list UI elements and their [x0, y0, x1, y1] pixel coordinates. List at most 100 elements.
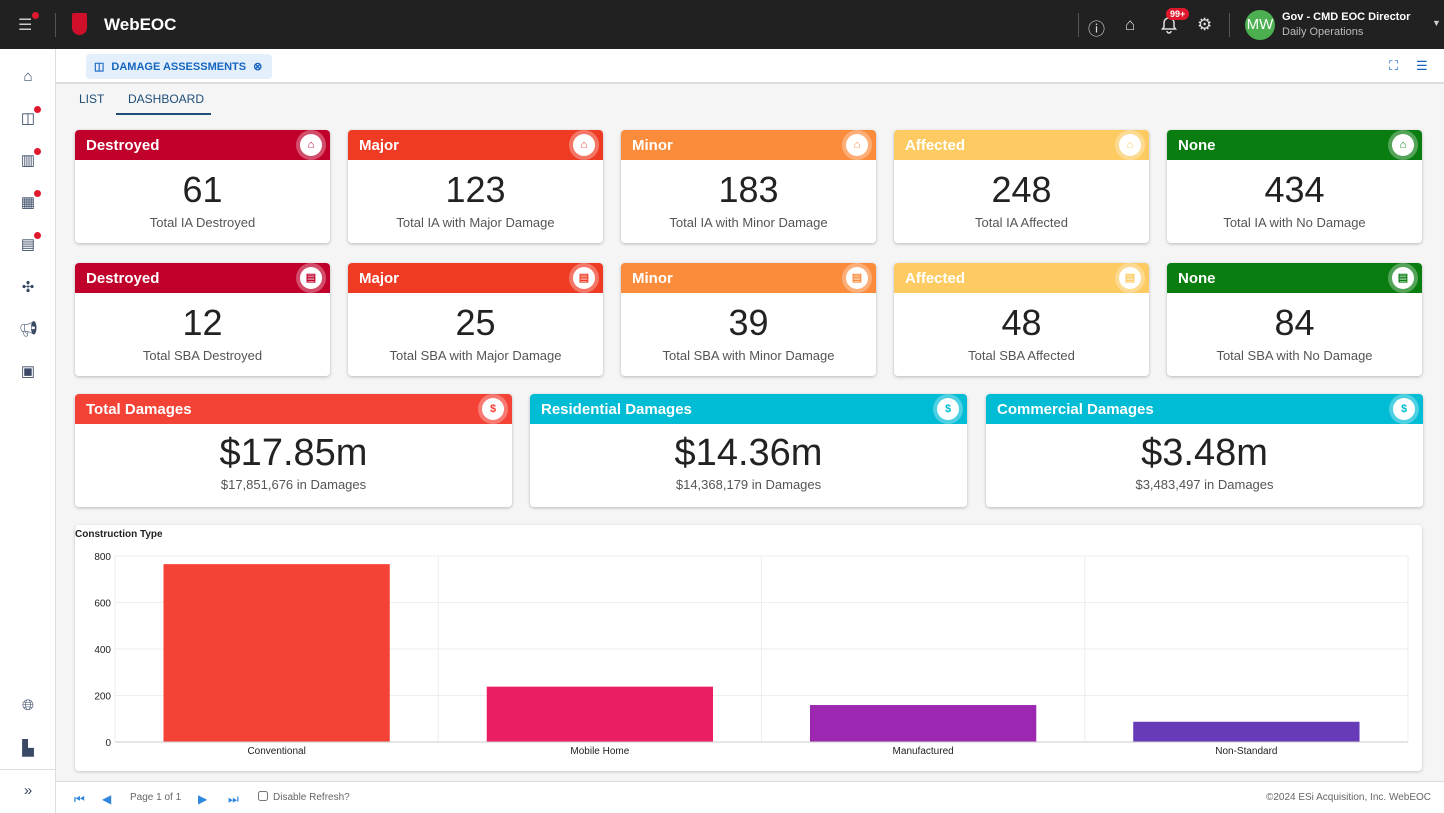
- card-header: Destroyed ▤: [75, 263, 330, 293]
- card-header: Residential Damages $: [530, 394, 967, 424]
- chevron-down-icon[interactable]: ▼: [1432, 18, 1441, 28]
- card-title: Commercial Damages: [997, 401, 1154, 418]
- x-tick-label: Conventional: [247, 746, 305, 757]
- card-value: 39: [728, 302, 769, 343]
- construction-type-chart: Construction Type 0 200 400 600 800 Conventio…: [75, 525, 1422, 771]
- house-icon: ⌂: [846, 134, 868, 156]
- bar-non-standard: [1133, 721, 1360, 742]
- card-label: Total SBA with No Damage: [1216, 348, 1373, 363]
- home-icon[interactable]: ⌂: [23, 68, 33, 85]
- sidebar: ⌂ ◫ ▥ ▦ ▤ ✣ 📢︎ ▣ 🌐︎ ▙ »: [0, 49, 56, 813]
- help-icon[interactable]: ⓘ: [1088, 20, 1105, 39]
- card-header: Major ▤: [348, 263, 603, 293]
- card-label: Total SBA Destroyed: [142, 348, 263, 363]
- boards-icon[interactable]: ◫: [20, 110, 36, 127]
- card-header: Affected ▤: [894, 263, 1149, 293]
- reports-icon[interactable]: ▙: [22, 740, 34, 757]
- view-tabs: LIST DASHBOARD: [56, 84, 1444, 116]
- card-header: Major ⌂: [348, 130, 603, 160]
- sba-card-minor: Minor ▤ 39 Total SBA with Minor Damage: [621, 263, 876, 376]
- dashboard-icon[interactable]: ▦: [20, 194, 36, 211]
- card-value: 61: [182, 169, 223, 210]
- plugins-icon[interactable]: ✣: [21, 279, 35, 296]
- card-value: 123: [445, 169, 506, 210]
- first-page-button[interactable]: ⏮: [74, 792, 85, 806]
- board-icon: ◫: [94, 61, 105, 73]
- footer: ⏮ ◀ Page 1 of 1 ▶ ⏭ Disable Refresh? ©20…: [56, 781, 1444, 813]
- storefront-icon: ▤: [846, 267, 868, 289]
- home-settings-icon[interactable]: ⌂: [1125, 15, 1136, 34]
- card-label: $3,483,497 in Damages: [1135, 477, 1274, 492]
- damage-card-commercial-damages: Commercial Damages $ $3.48m $3,483,497 in…: [986, 394, 1423, 507]
- card-label: Total SBA with Major Damage: [389, 348, 562, 363]
- chart-title: Construction Type: [75, 529, 163, 540]
- next-page-button[interactable]: ▶: [198, 792, 208, 806]
- open-tabs-bar: ◫ DAMAGE ASSESSMENTS ⊗ ⛶ ☰: [56, 49, 1444, 84]
- storefront-icon: ▤: [300, 267, 322, 289]
- card-header: Commercial Damages $: [986, 394, 1423, 424]
- card-header: None ▤: [1167, 263, 1422, 293]
- card-value: 25: [455, 302, 496, 343]
- prev-page-button[interactable]: ◀: [102, 792, 112, 806]
- avatar[interactable]: MW: [1245, 10, 1275, 40]
- house-icon: ⌂: [573, 134, 595, 156]
- card-title: Minor: [632, 137, 673, 154]
- page-indicator: Page 1 of 1: [130, 792, 182, 803]
- sba-card-major: Major ▤ 25 Total SBA with Major Damage: [348, 263, 603, 376]
- tab-damage-assessments[interactable]: ◫ DAMAGE ASSESSMENTS ⊗: [86, 54, 273, 79]
- expand-sidebar-icon[interactable]: »: [23, 782, 33, 799]
- menu-collapse-icon[interactable]: ☰: [18, 17, 33, 34]
- storefront-icon: ▤: [1119, 267, 1141, 289]
- last-page-button[interactable]: ⏭: [228, 792, 239, 806]
- house-icon: ⌂: [300, 134, 322, 156]
- card-label: Total IA with No Damage: [1223, 215, 1366, 230]
- disable-refresh-checkbox[interactable]: [258, 791, 268, 801]
- tab-dashboard[interactable]: DASHBOARD: [128, 92, 205, 106]
- ia-card-major: Major ⌂ 123 Total IA with Major Damage: [348, 130, 603, 243]
- card-header: Minor ▤: [621, 263, 876, 293]
- x-tick-label: Manufactured: [893, 746, 954, 757]
- sba-card-destroyed: Destroyed ▤ 12 Total SBA Destroyed: [75, 263, 330, 376]
- card-title: Destroyed: [86, 270, 160, 287]
- copyright: ©2024 ESi Acquisition, Inc. WebEOC: [1265, 792, 1431, 803]
- card-label: Total SBA Affected: [968, 348, 1075, 363]
- tab-list[interactable]: LIST: [79, 92, 105, 106]
- dollar-icon: $: [1393, 398, 1415, 420]
- announcements-icon[interactable]: 📢︎: [19, 321, 39, 338]
- card-value: 12: [182, 302, 223, 343]
- card-value: 434: [1264, 169, 1325, 210]
- sba-card-affected: Affected ▤ 48 Total SBA Affected: [894, 263, 1149, 376]
- card-header: Total Damages $: [75, 394, 512, 424]
- disable-refresh-label: Disable Refresh?: [273, 792, 350, 803]
- storefront-icon: ▤: [1392, 267, 1414, 289]
- top-bar: ☰ WebEOC ⓘ ⌂ 99+ ⚙ MW Gov - CMD EOC Dire…: [0, 0, 1444, 49]
- card-label: Total IA Destroyed: [149, 215, 256, 230]
- card-header: None ⌂: [1167, 130, 1422, 160]
- card-value: 248: [991, 169, 1052, 210]
- house-icon: ⌂: [1119, 134, 1141, 156]
- card-header: Minor ⌂: [621, 130, 876, 160]
- close-icon[interactable]: ⊗: [253, 61, 263, 73]
- card-value: $3.48m: [1141, 432, 1268, 474]
- card-title: Total Damages: [86, 401, 192, 418]
- ia-card-affected: Affected ⌂ 248 Total IA Affected: [894, 130, 1149, 243]
- ia-card-destroyed: Destroyed ⌂ 61 Total IA Destroyed: [75, 130, 330, 243]
- y-tick-label: 800: [94, 552, 111, 563]
- gear-icon[interactable]: ⚙: [1197, 15, 1213, 34]
- card-label: Total IA with Major Damage: [396, 215, 555, 230]
- card-title: Major: [359, 270, 400, 287]
- contacts-icon[interactable]: ▣: [20, 363, 36, 380]
- card-label: $14,368,179 in Damages: [675, 477, 822, 492]
- card-title: Destroyed: [86, 137, 160, 154]
- card-header: Affected ⌂: [894, 130, 1149, 160]
- fullscreen-icon[interactable]: ⛶: [1389, 58, 1399, 73]
- user-name[interactable]: Gov - CMD EOC Director: [1282, 11, 1411, 23]
- card-header: Destroyed ⌂: [75, 130, 330, 160]
- search-list-icon[interactable]: ☰: [1416, 58, 1428, 73]
- user-role[interactable]: Daily Operations: [1282, 26, 1364, 38]
- messages-icon[interactable]: ▤: [20, 236, 36, 253]
- map-icon[interactable]: ▥: [20, 152, 36, 169]
- card-value: $17.85m: [219, 432, 368, 474]
- x-tick-label: Non-Standard: [1215, 746, 1277, 757]
- globe-icon[interactable]: 🌐︎: [21, 697, 34, 714]
